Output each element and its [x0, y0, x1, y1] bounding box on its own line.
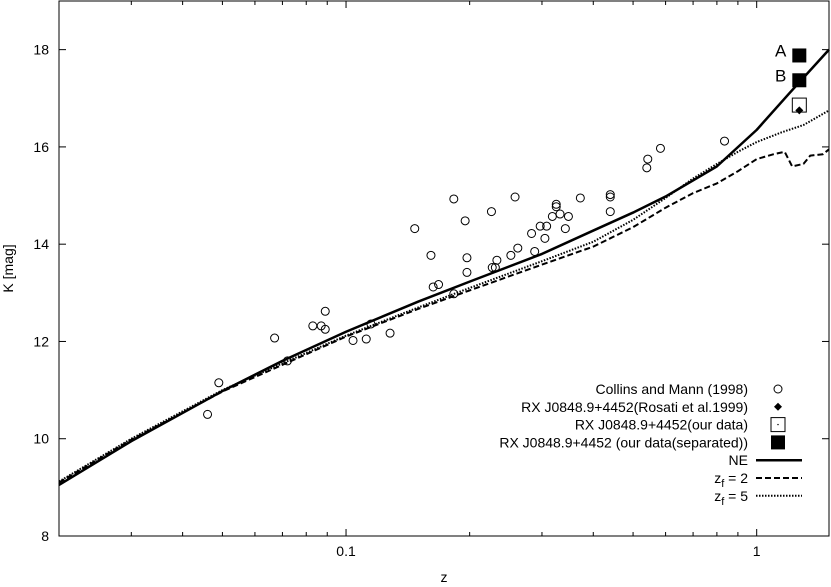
data-point-collins-and-mann-1998 [563, 211, 573, 221]
y-tick-label: 10 [33, 431, 49, 447]
data-point-collins-and-mann-1998 [642, 163, 652, 173]
data-point-collins-and-mann-1998 [361, 334, 371, 344]
data-point-collins-and-mann-1998 [605, 207, 615, 217]
data-point-collins-and-mann-1998 [535, 221, 545, 231]
x-tick-label: 0.1 [336, 543, 356, 559]
data-point-collins-and-mann-1998 [530, 246, 540, 256]
legend-symbol [774, 402, 782, 411]
data-point-collins-and-mann-1998 [555, 209, 565, 219]
annotation-label: B [775, 66, 786, 85]
legend-label-subscript: f [721, 496, 725, 508]
legend-label-suffix: = 5 [724, 488, 748, 504]
data-point-collins-and-mann-1998 [492, 255, 502, 265]
x-axis-label: z [441, 569, 448, 585]
y-tick-label: 8 [41, 528, 49, 544]
data-point-collins-and-mann-1998 [348, 335, 358, 345]
y-tick-label: 14 [33, 236, 49, 252]
points-layer [203, 48, 807, 419]
x-tick-label: 1 [753, 543, 761, 559]
plot-frame [58, 0, 830, 537]
data-point-collins-and-mann-1998 [270, 333, 280, 343]
legend-label-suffix: = 2 [724, 470, 748, 486]
data-point-collins-and-mann-1998 [655, 143, 665, 153]
data-point-collins-and-mann-1998 [214, 378, 224, 388]
ticks-layer: 8 10 12 14 16 18 0.1 1 [33, 1, 829, 559]
data-point-collins-and-mann-1998 [513, 243, 523, 253]
data-point-collins-and-mann-1998 [643, 154, 653, 164]
legend-label-subscript: f [721, 478, 725, 490]
series-line-ne [58, 48, 830, 486]
data-point-collins-and-mann-1998 [320, 306, 330, 316]
data-point-collins-and-mann-1998 [551, 202, 561, 212]
legend-symbol-dot [777, 423, 779, 426]
annotation-label: A [775, 41, 787, 60]
data-point-collins-and-mann-1998 [575, 193, 585, 203]
data-point-collins-and-mann-1998 [460, 216, 470, 226]
data-point-collins-and-mann-1998 [605, 190, 615, 200]
data-point-collins-and-mann-1998 [560, 224, 570, 234]
data-point-rx-j0848-9-4452-our-data-separated [792, 48, 807, 63]
series-line-z-f-2 [58, 148, 830, 484]
data-point-collins-and-mann-1998 [320, 324, 330, 334]
data-point-collins-and-mann-1998 [487, 263, 497, 273]
legend-label: zf = 5 [714, 488, 748, 508]
legend-label: RX J0848.9+4452 (our data(separated)) [499, 434, 748, 450]
legend-label-main: z [714, 470, 721, 486]
data-point-collins-and-mann-1998 [385, 328, 395, 338]
data-point-collins-and-mann-1998 [527, 228, 537, 238]
legend: Collins and Mann (1998) RX J0848.9+4452(R… [499, 381, 802, 508]
legend-label: zf = 2 [714, 470, 748, 490]
data-point-collins-and-mann-1998 [542, 221, 552, 231]
data-point-collins-and-mann-1998 [282, 356, 292, 366]
y-tick-label: 18 [33, 42, 49, 58]
data-point-collins-and-mann-1998 [506, 250, 516, 260]
data-point-collins-and-mann-1998 [366, 319, 376, 329]
data-point-collins-and-mann-1998 [605, 192, 615, 202]
y-axis-label: K [mag] [0, 244, 16, 292]
data-point-collins-and-mann-1998 [540, 233, 550, 243]
annotations-layer: AB [775, 41, 787, 85]
legend-symbol [770, 417, 786, 433]
legend-label: RX J0848.9+4452(our data) [575, 417, 748, 433]
data-point-collins-and-mann-1998 [449, 194, 459, 204]
data-point-collins-and-mann-1998 [428, 282, 438, 292]
curves-layer [58, 48, 830, 486]
data-point-collins-and-mann-1998 [410, 224, 420, 234]
data-point-collins-and-mann-1998 [426, 250, 436, 260]
legend-label: NE [729, 452, 748, 468]
y-tick-label: 16 [33, 139, 49, 155]
data-point-collins-and-mann-1998 [449, 289, 459, 299]
data-point-collins-and-mann-1998 [434, 280, 444, 290]
data-point-collins-and-mann-1998 [551, 199, 561, 209]
data-point-collins-and-mann-1998 [510, 192, 520, 202]
y-tick-label: 12 [33, 333, 49, 349]
legend-label: Collins and Mann (1998) [595, 381, 748, 397]
legend-label-main: z [714, 488, 721, 504]
data-point-collins-and-mann-1998 [203, 409, 213, 419]
legend-symbol [771, 435, 785, 450]
data-point-collins-and-mann-1998 [486, 207, 496, 217]
data-point-rx-j0848-9-4452-rosati-et-al-1999 [795, 106, 804, 115]
data-point-collins-and-mann-1998 [720, 136, 730, 146]
series-line-z-f-5 [58, 109, 830, 483]
legend-label: RX J0848.9+4452(Rosati et al.1999) [521, 399, 748, 415]
data-point-collins-and-mann-1998 [462, 253, 472, 263]
legend-symbol [773, 384, 783, 394]
data-point-collins-and-mann-1998 [462, 267, 472, 277]
data-point-rx-j0848-9-4452-our-data-separated [792, 73, 807, 88]
